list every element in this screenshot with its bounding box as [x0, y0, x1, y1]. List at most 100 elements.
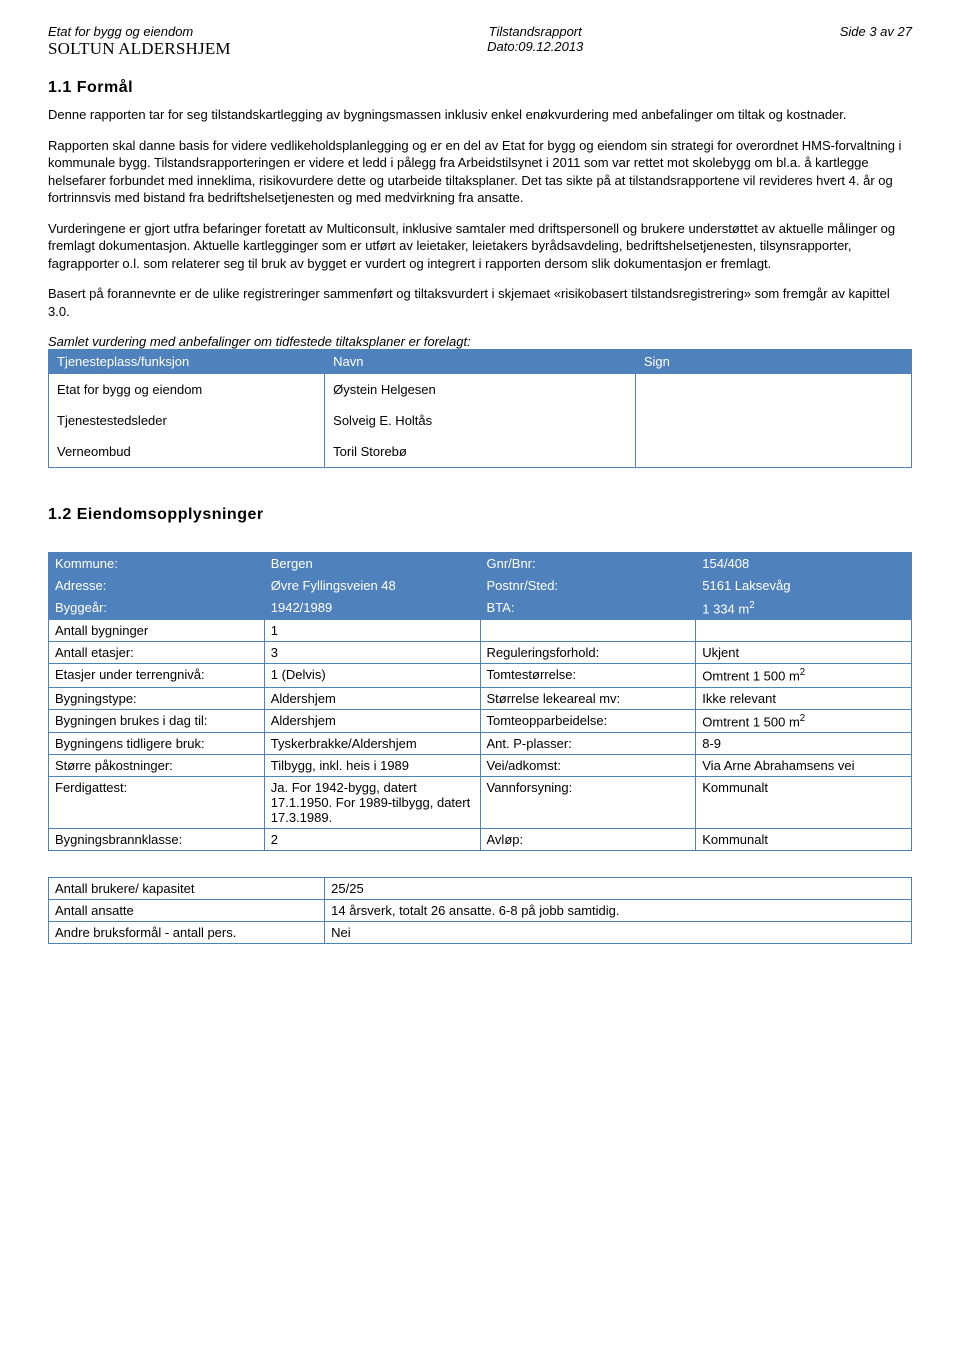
misc-key-2: Andre bruksformål - antall pers. — [49, 922, 325, 944]
document-header: Etat for bygg og eiendom SOLTUN ALDERSHJ… — [48, 24, 912, 59]
signatures-table: Tjenesteplass/funksjon Navn Sign Etat fo… — [48, 349, 912, 468]
misc-val-2: Nei — [325, 922, 912, 944]
prop-key1-5: Etasjer under terrengnivå: — [49, 664, 265, 687]
table-row: Tjenestestedsleder Solveig E. Holtås — [49, 405, 912, 436]
prop-val1-3: 1 — [264, 620, 480, 642]
prop-val1-11: 2 — [264, 829, 480, 851]
signatures-header-row: Tjenesteplass/funksjon Navn Sign — [49, 349, 912, 373]
prop-key1-2: Byggeår: — [49, 597, 265, 620]
prop-key2-4: Reguleringsforhold: — [480, 642, 696, 664]
prop-val1-9: Tilbygg, inkl. heis i 1989 — [264, 755, 480, 777]
table-row: Bygningstype:AldershjemStørrelse lekeare… — [49, 687, 912, 709]
header-page-number: Side 3 av 27 — [840, 24, 912, 39]
section-1-1-para4: Basert på forannevnte er de ulike regist… — [48, 285, 912, 320]
prop-val2-7: Omtrent 1 500 m2 — [696, 709, 912, 732]
sign-sign-1 — [635, 405, 911, 436]
prop-val1-1: Øvre Fyllingsveien 48 — [264, 575, 480, 597]
sign-col-role: Tjenesteplass/funksjon — [49, 349, 325, 373]
misc-key-1: Antall ansatte — [49, 900, 325, 922]
section-1-2-heading: 1.2 Eiendomsopplysninger — [48, 506, 912, 524]
sign-name-2: Toril Storebø — [325, 436, 636, 468]
sign-role-0: Etat for bygg og eiendom — [49, 373, 325, 405]
table-row: Ferdigattest:Ja. For 1942-bygg, datert 1… — [49, 777, 912, 829]
prop-val1-7: Aldershjem — [264, 709, 480, 732]
prop-key2-8: Ant. P-plasser: — [480, 733, 696, 755]
sign-sign-2 — [635, 436, 911, 468]
prop-val1-10: Ja. For 1942-bygg, datert 17.1.1950. For… — [264, 777, 480, 829]
section-1-1-para1: Denne rapporten tar for seg tilstandskar… — [48, 106, 912, 124]
prop-val2-3 — [696, 620, 912, 642]
table-row: Bygningens tidligere bruk:Tyskerbrakke/A… — [49, 733, 912, 755]
prop-key2-0: Gnr/Bnr: — [480, 553, 696, 575]
sign-sign-0 — [635, 373, 911, 405]
table-row: Større påkostninger:Tilbygg, inkl. heis … — [49, 755, 912, 777]
table-row: Antall ansatte 14 årsverk, totalt 26 ans… — [49, 900, 912, 922]
table-row: Antall bygninger1 — [49, 620, 912, 642]
misc-val-0: 25/25 — [325, 878, 912, 900]
prop-key2-9: Vei/adkomst: — [480, 755, 696, 777]
table-row: Bygningsbrannklasse:2Avløp:Kommunalt — [49, 829, 912, 851]
prop-val1-4: 3 — [264, 642, 480, 664]
prop-val2-4: Ukjent — [696, 642, 912, 664]
prop-key1-8: Bygningens tidligere bruk: — [49, 733, 265, 755]
table-row: Kommune:BergenGnr/Bnr:154/408 — [49, 553, 912, 575]
table-row: Etasjer under terrengnivå:1 (Delvis)Tomt… — [49, 664, 912, 687]
prop-val2-2: 1 334 m2 — [696, 597, 912, 620]
sign-role-1: Tjenestestedsleder — [49, 405, 325, 436]
misc-key-0: Antall brukere/ kapasitet — [49, 878, 325, 900]
header-left-line1: Etat for bygg og eiendom — [48, 24, 231, 39]
prop-key1-6: Bygningstype: — [49, 687, 265, 709]
sign-col-name: Navn — [325, 349, 636, 373]
section-1-1-para3: Vurderingene er gjort utfra befaringer f… — [48, 220, 912, 273]
prop-key1-1: Adresse: — [49, 575, 265, 597]
prop-key1-10: Ferdigattest: — [49, 777, 265, 829]
prop-key1-0: Kommune: — [49, 553, 265, 575]
section-1-1-leadin: Samlet vurdering med anbefalinger om tid… — [48, 334, 912, 349]
sign-role-2: Verneombud — [49, 436, 325, 468]
section-1-1-para2: Rapporten skal danne basis for videre ve… — [48, 137, 912, 207]
prop-val1-6: Aldershjem — [264, 687, 480, 709]
prop-key2-3 — [480, 620, 696, 642]
table-row: Adresse:Øvre Fyllingsveien 48Postnr/Sted… — [49, 575, 912, 597]
prop-val2-11: Kommunalt — [696, 829, 912, 851]
table-row: Verneombud Toril Storebø — [49, 436, 912, 468]
prop-val2-6: Ikke relevant — [696, 687, 912, 709]
prop-val2-0: 154/408 — [696, 553, 912, 575]
prop-val2-1: 5161 Laksevåg — [696, 575, 912, 597]
header-center-line2: Dato:09.12.2013 — [487, 39, 583, 54]
misc-info-table: Antall brukere/ kapasitet 25/25 Antall a… — [48, 877, 912, 944]
prop-key1-4: Antall etasjer: — [49, 642, 265, 664]
table-row: Bygningen brukes i dag til:AldershjemTom… — [49, 709, 912, 732]
prop-key2-11: Avløp: — [480, 829, 696, 851]
prop-key2-5: Tomtestørrelse: — [480, 664, 696, 687]
sign-col-sign: Sign — [635, 349, 911, 373]
table-row: Etat for bygg og eiendom Øystein Helgese… — [49, 373, 912, 405]
misc-val-1: 14 årsverk, totalt 26 ansatte. 6-8 på jo… — [325, 900, 912, 922]
table-row: Andre bruksformål - antall pers. Nei — [49, 922, 912, 944]
prop-key2-7: Tomteopparbeidelse: — [480, 709, 696, 732]
prop-val2-9: Via Arne Abrahamsens vei — [696, 755, 912, 777]
prop-val2-10: Kommunalt — [696, 777, 912, 829]
property-info-table: Kommune:BergenGnr/Bnr:154/408Adresse:Øvr… — [48, 552, 912, 851]
table-row: Byggeår:1942/1989BTA:1 334 m2 — [49, 597, 912, 620]
prop-val1-5: 1 (Delvis) — [264, 664, 480, 687]
prop-val1-0: Bergen — [264, 553, 480, 575]
section-1-1-heading: 1.1 Formål — [48, 79, 912, 97]
table-row: Antall brukere/ kapasitet 25/25 — [49, 878, 912, 900]
header-org-name: SOLTUN ALDERSHJEM — [48, 39, 231, 59]
prop-key2-2: BTA: — [480, 597, 696, 620]
sign-name-0: Øystein Helgesen — [325, 373, 636, 405]
prop-val1-8: Tyskerbrakke/Aldershjem — [264, 733, 480, 755]
prop-key1-9: Større påkostninger: — [49, 755, 265, 777]
prop-key1-3: Antall bygninger — [49, 620, 265, 642]
prop-key2-6: Størrelse lekeareal mv: — [480, 687, 696, 709]
prop-key2-10: Vannforsyning: — [480, 777, 696, 829]
sign-name-1: Solveig E. Holtås — [325, 405, 636, 436]
prop-key1-7: Bygningen brukes i dag til: — [49, 709, 265, 732]
prop-val2-8: 8-9 — [696, 733, 912, 755]
prop-val1-2: 1942/1989 — [264, 597, 480, 620]
prop-key2-1: Postnr/Sted: — [480, 575, 696, 597]
header-center-line1: Tilstandsrapport — [487, 24, 583, 39]
prop-key1-11: Bygningsbrannklasse: — [49, 829, 265, 851]
prop-val2-5: Omtrent 1 500 m2 — [696, 664, 912, 687]
